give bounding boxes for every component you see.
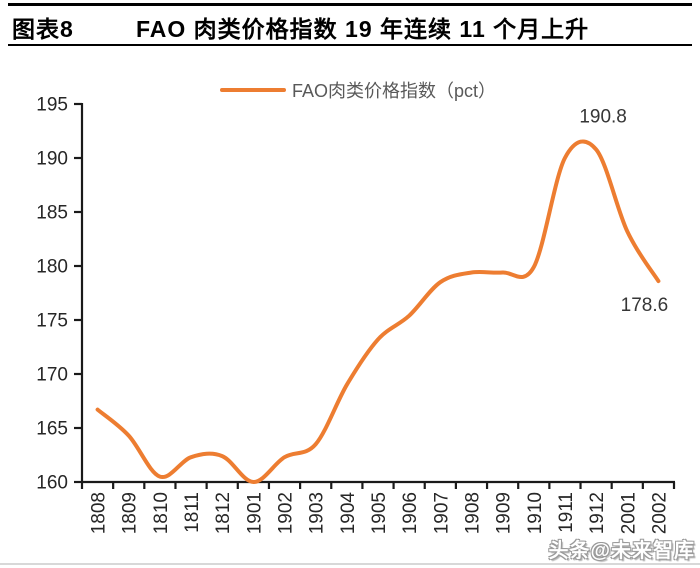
bottom-divider — [0, 563, 700, 565]
figure-title: FAO 肉类价格指数 19 年连续 11 个月上升 — [136, 16, 590, 42]
header-bottom-rule — [8, 44, 692, 46]
x-tick-label: 2001 — [618, 492, 639, 534]
x-tick-label: 1901 — [244, 492, 265, 534]
x-tick-label: 1912 — [587, 492, 608, 534]
x-tick-label: 1905 — [369, 492, 390, 534]
y-tick-label: 185 — [36, 203, 68, 224]
legend-label: FAO肉类价格指数（pct） — [292, 81, 496, 101]
annotation-peak-value: 190.8 — [579, 106, 627, 127]
x-tick-label: 1810 — [151, 492, 172, 534]
x-tick-label: 1911 — [556, 492, 577, 533]
x-tick-label: 1902 — [276, 492, 297, 534]
figure-label: 图表8 — [12, 16, 74, 42]
y-tick-label: 190 — [36, 149, 68, 170]
x-tick-label: 1910 — [525, 492, 546, 534]
y-tick-label: 195 — [36, 95, 68, 116]
watermark: 头条@未来智库 — [548, 540, 695, 562]
x-tick-label: 1909 — [494, 492, 515, 534]
x-tick-label: 1809 — [120, 492, 141, 534]
y-tick-label: 165 — [36, 419, 68, 440]
x-tick-label: 1808 — [89, 492, 110, 534]
x-tick-label: 1904 — [338, 492, 359, 535]
x-tick-label: 1811 — [182, 492, 203, 533]
y-tick-label: 180 — [36, 257, 68, 278]
x-tick-label: 1907 — [431, 492, 452, 534]
header-top-rule — [8, 3, 692, 6]
legend: FAO肉类价格指数（pct） — [220, 81, 496, 101]
annotation-latest-value: 178.6 — [621, 295, 669, 316]
chart-header: 图表8 FAO 肉类价格指数 19 年连续 11 个月上升 — [0, 10, 700, 42]
y-tick-label: 175 — [36, 311, 68, 332]
x-tick-label: 1812 — [213, 492, 234, 534]
x-tick-label: 1906 — [400, 492, 421, 534]
y-tick-label: 170 — [36, 365, 68, 386]
x-tick-label: 1903 — [307, 492, 328, 534]
x-tick-label: 2002 — [649, 492, 670, 534]
x-tick-label: 1908 — [462, 492, 483, 534]
price-index-series-line — [95, 139, 661, 485]
y-tick-label: 160 — [36, 473, 68, 494]
